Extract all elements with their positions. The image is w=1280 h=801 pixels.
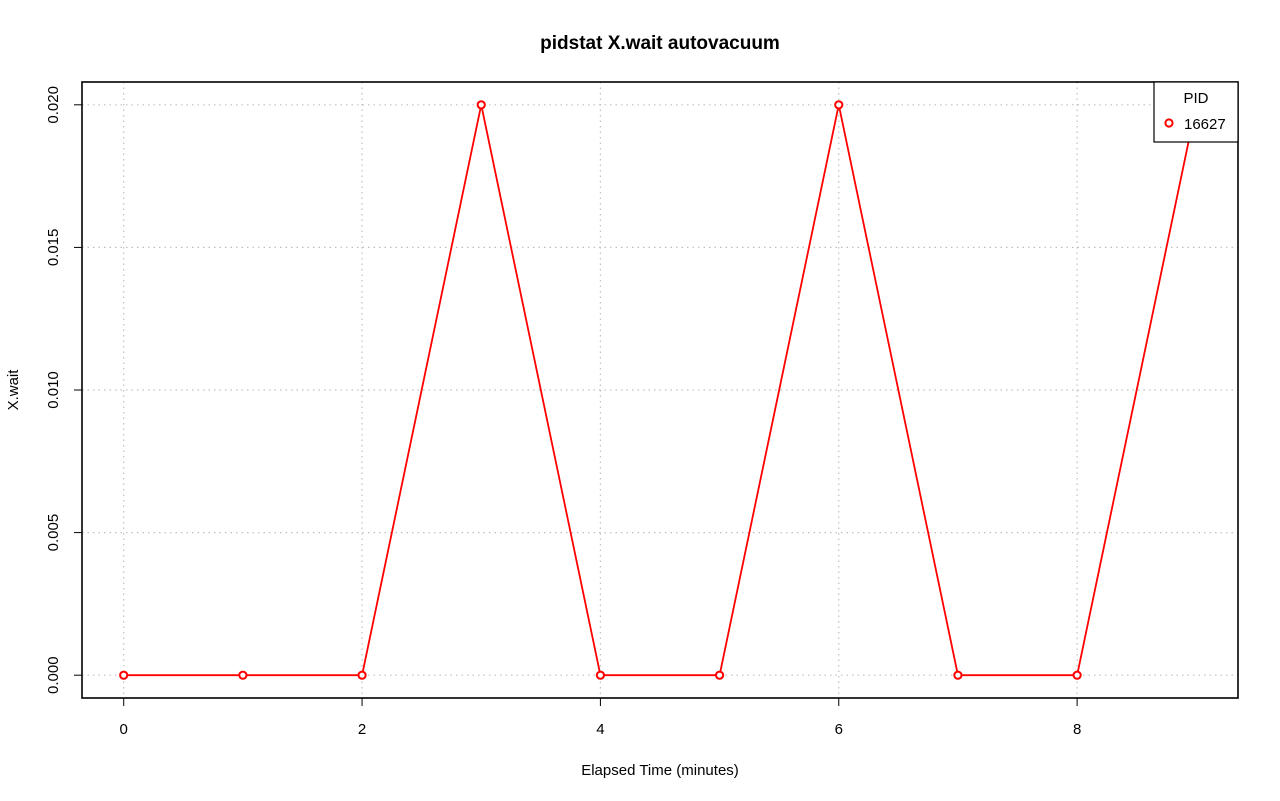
y-tick-label: 0.015 — [45, 229, 62, 267]
x-tick-label: 0 — [120, 721, 128, 738]
data-point — [834, 100, 844, 110]
grid — [82, 82, 1238, 698]
data-point — [357, 670, 367, 680]
data-point — [238, 670, 248, 680]
x-axis: 0 2 4 6 8 — [120, 698, 1081, 738]
data-point — [476, 100, 486, 110]
plot-series — [119, 100, 1201, 680]
y-tick-label: 0.010 — [45, 371, 62, 409]
x-tick-label: 8 — [1073, 721, 1081, 738]
legend-marker-icon — [1164, 118, 1174, 128]
x-tick-label: 2 — [358, 721, 366, 738]
x-axis-label: Elapsed Time (minutes) — [581, 762, 739, 779]
chart-title: pidstat X.wait autovacuum — [540, 33, 780, 54]
y-tick-label: 0.000 — [45, 656, 62, 694]
legend: PID 16627 — [1153, 81, 1239, 143]
data-point — [1072, 670, 1082, 680]
y-tick-label: 0.020 — [45, 86, 62, 124]
y-axis: 0.000 0.005 0.010 0.015 0.020 — [45, 86, 82, 694]
x-tick-label: 4 — [596, 721, 604, 738]
y-tick-label: 0.005 — [45, 514, 62, 552]
legend-box — [1153, 81, 1239, 143]
series-line — [123, 104, 1198, 677]
y-axis-label: X.wait — [5, 369, 22, 411]
data-point — [119, 670, 129, 680]
legend-title: PID — [1183, 90, 1208, 107]
data-point — [953, 670, 963, 680]
data-point — [714, 670, 725, 680]
x-tick-label: 6 — [835, 721, 843, 738]
legend-entry-label: 16627 — [1184, 116, 1226, 133]
data-point — [595, 670, 606, 680]
